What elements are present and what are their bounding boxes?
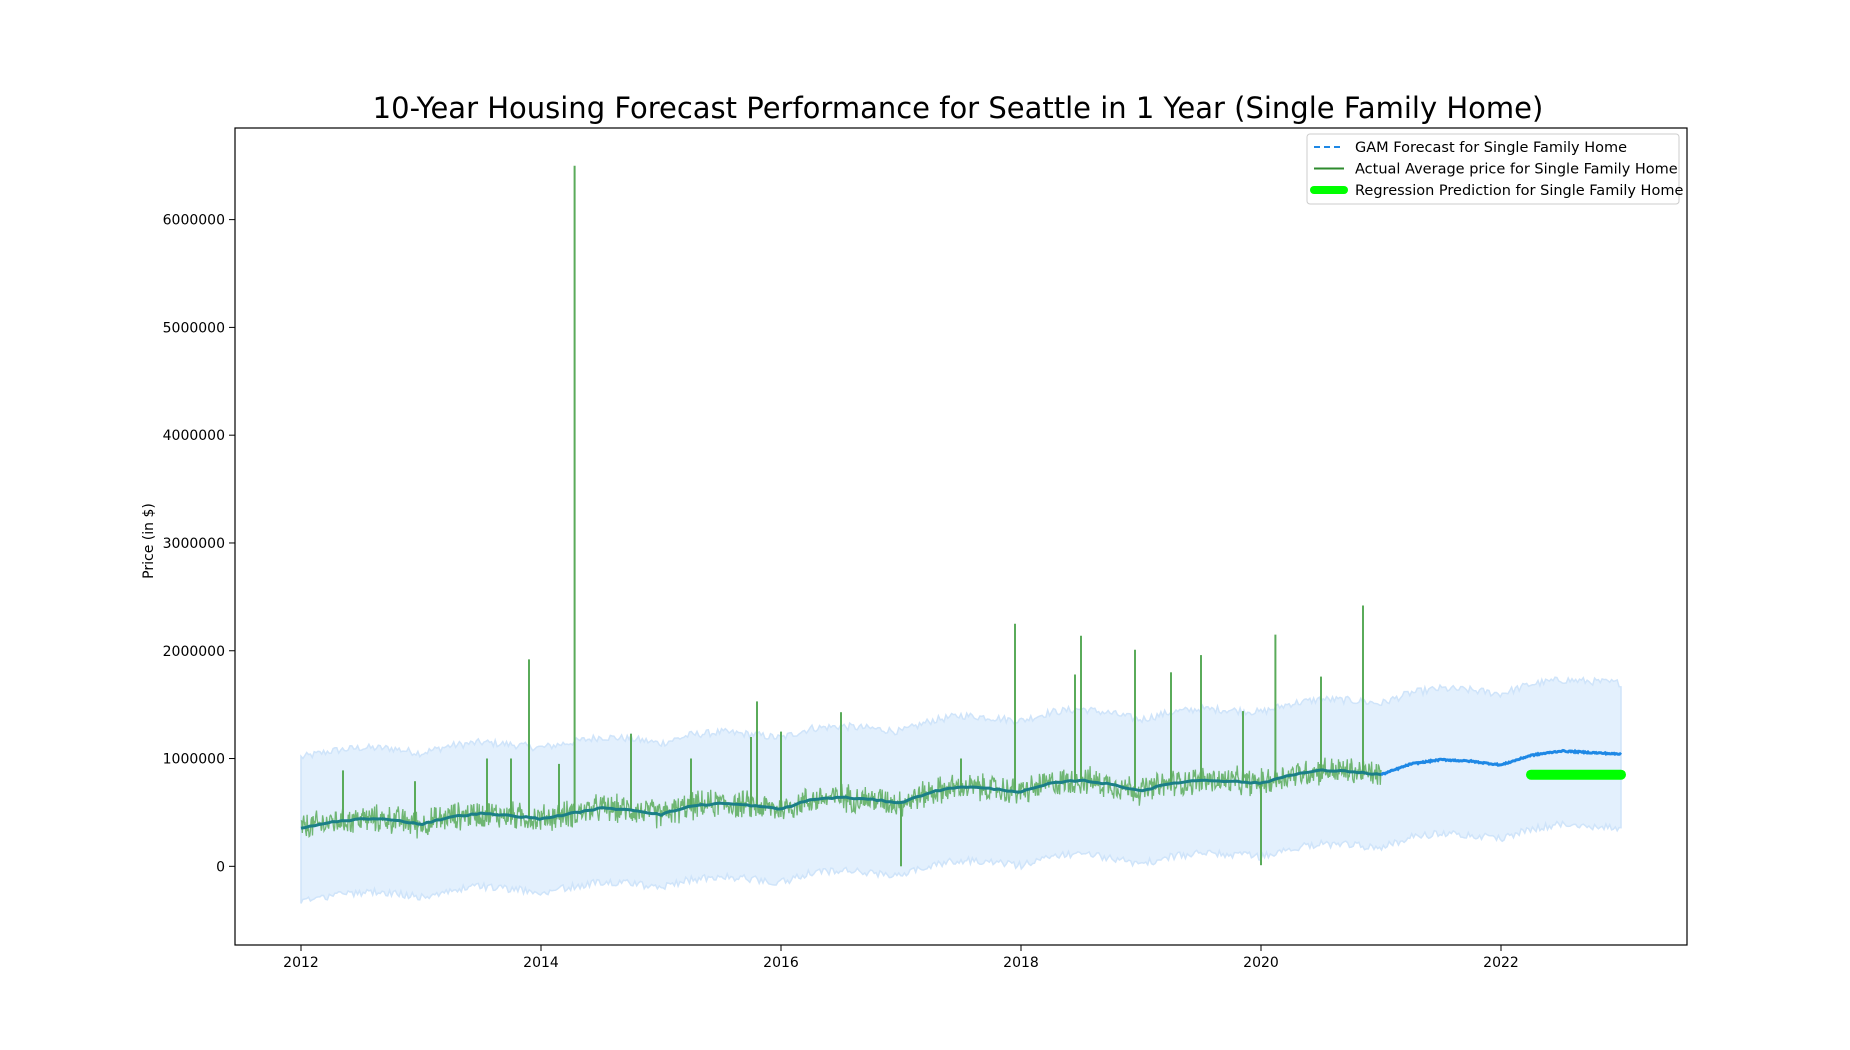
y-tick-label: 5000000	[163, 320, 225, 336]
y-tick-label: 0	[216, 859, 225, 875]
gam-forecast-line	[1380, 748, 1623, 777]
x-tick-label: 2020	[1243, 955, 1279, 971]
x-tick-label: 2022	[1483, 955, 1519, 971]
x-tick-label: 2016	[763, 955, 799, 971]
y-tick-label: 1000000	[163, 752, 225, 768]
y-tick-label: 3000000	[163, 536, 225, 552]
x-tick-label: 2014	[523, 955, 559, 971]
legend: GAM Forecast for Single Family Home Actua…	[1306, 133, 1683, 205]
plot-area	[300, 165, 1626, 904]
plot-clip-group	[300, 165, 1626, 904]
chart-title: 10-Year Housing Forecast Performance for…	[373, 91, 1544, 125]
y-tick-label: 6000000	[163, 213, 225, 229]
legend-label: Regression Prediction for Single Family …	[1355, 183, 1683, 199]
legend-label: Actual Average price for Single Family H…	[1355, 162, 1678, 178]
y-axis-label: Price (in $)	[141, 503, 157, 579]
plot-frame	[234, 127, 1688, 946]
x-tick-label: 2018	[1003, 955, 1039, 971]
gam-forecast-line-historical	[300, 768, 1382, 830]
legend-label: GAM Forecast for Single Family Home	[1355, 140, 1627, 156]
x-tick-label: 2012	[283, 955, 319, 971]
axes: 2012 2014 2016 2018 2020 2022 0 1000000 2000000 3…	[163, 127, 1688, 971]
legend-box	[1306, 133, 1680, 205]
y-tick-label: 4000000	[163, 428, 225, 444]
y-tick-label: 2000000	[163, 644, 225, 660]
